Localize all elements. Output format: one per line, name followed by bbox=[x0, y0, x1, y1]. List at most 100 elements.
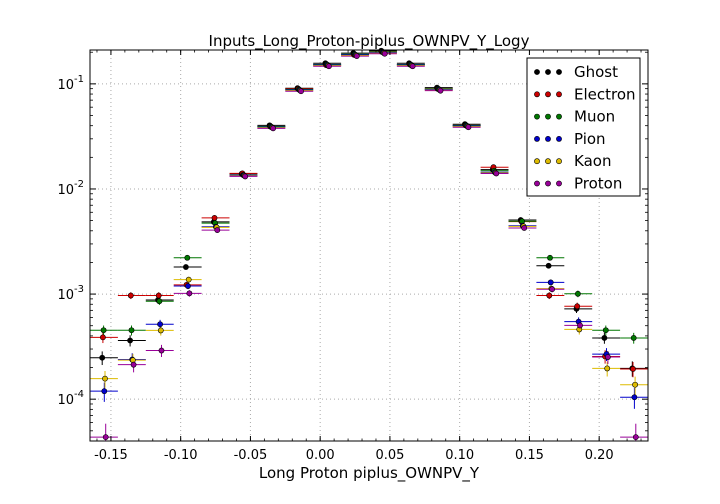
data-point-muon bbox=[575, 290, 581, 297]
legend: Ghost Electron Muon Pion Kaon Proton bbox=[526, 57, 641, 197]
data-point-pion bbox=[185, 283, 191, 289]
legend-marker bbox=[556, 91, 562, 98]
data-point-ghost bbox=[182, 264, 189, 270]
legend-marker bbox=[534, 135, 540, 142]
legend-label: Kaon bbox=[574, 152, 611, 170]
legend-marker bbox=[534, 180, 540, 187]
legend-marker bbox=[556, 158, 562, 165]
data-point-proton bbox=[353, 53, 360, 59]
legend-marker bbox=[556, 113, 562, 120]
legend-box bbox=[526, 57, 641, 197]
data-point-proton bbox=[158, 347, 165, 354]
data-point-muon bbox=[100, 327, 107, 334]
data-point-proton bbox=[521, 225, 528, 231]
data-point-proton bbox=[381, 50, 388, 57]
data-point-ghost bbox=[127, 337, 134, 344]
data-point-proton bbox=[493, 170, 500, 177]
legend-label: Muon bbox=[574, 108, 615, 126]
data-point-kaon bbox=[604, 365, 611, 372]
data-point-ghost bbox=[601, 335, 608, 341]
data-point-kaon bbox=[185, 276, 192, 283]
data-point-proton bbox=[186, 290, 193, 297]
y-tick-exponent: -3 bbox=[74, 284, 84, 295]
plot-frame bbox=[89, 49, 649, 442]
x-tick-label: 0.15 bbox=[515, 448, 544, 463]
legend-marker bbox=[534, 91, 540, 98]
y-tick-base: 10 bbox=[57, 78, 74, 93]
legend-marker bbox=[556, 69, 562, 75]
x-tick-label: 0.00 bbox=[306, 448, 335, 463]
data-point-proton bbox=[632, 434, 639, 441]
data-point-proton bbox=[409, 63, 416, 70]
x-tick-label: 0.05 bbox=[375, 448, 404, 463]
data-point-muon bbox=[184, 254, 191, 261]
legend-label: Pion bbox=[574, 130, 606, 148]
y-tick-exponent: -1 bbox=[74, 74, 84, 85]
legend-marker bbox=[556, 180, 562, 187]
data-point-kaon bbox=[157, 327, 164, 334]
x-tick-label: -0.05 bbox=[234, 448, 268, 463]
y-tick-label: 10-3 bbox=[57, 284, 84, 303]
data-point-muon bbox=[630, 335, 637, 341]
data-point-ghost bbox=[545, 262, 552, 269]
data-point-electron bbox=[546, 292, 553, 299]
data-point-proton bbox=[605, 354, 611, 360]
data-point-pion bbox=[101, 388, 108, 395]
data-point-muon bbox=[156, 298, 163, 305]
data-point-electron bbox=[100, 334, 106, 341]
data-point-proton bbox=[325, 63, 332, 70]
data-markers bbox=[99, 47, 639, 441]
legend-marker bbox=[545, 91, 551, 98]
data-point-proton bbox=[298, 88, 304, 95]
x-axis-label: Long Proton piplus_OWNPV_Y bbox=[259, 464, 480, 483]
data-point-proton bbox=[270, 125, 276, 132]
legend-label: Proton bbox=[574, 175, 622, 193]
data-point-proton bbox=[130, 361, 137, 368]
data-point-electron bbox=[127, 292, 134, 299]
y-tick-label: 10-4 bbox=[57, 389, 84, 408]
data-point-proton bbox=[242, 173, 249, 180]
y-tick-label: 10-1 bbox=[57, 74, 84, 93]
legend-label: Ghost bbox=[574, 63, 618, 81]
data-point-electron bbox=[630, 366, 636, 372]
data-point-proton bbox=[437, 87, 444, 94]
data-point-muon bbox=[602, 327, 609, 334]
x-tick-label: 0.10 bbox=[445, 448, 474, 463]
data-point-electron bbox=[574, 303, 581, 310]
legend-marker bbox=[556, 135, 562, 142]
data-point-electron bbox=[211, 215, 218, 221]
legend-label: Electron bbox=[574, 85, 636, 103]
x-tick-label: 0.20 bbox=[585, 448, 614, 463]
y-tick-base: 10 bbox=[57, 288, 74, 303]
data-point-pion bbox=[157, 321, 163, 328]
legend-marker bbox=[545, 135, 551, 142]
data-point-ghost bbox=[99, 354, 106, 361]
data-point-proton bbox=[549, 286, 555, 293]
data-point-pion bbox=[547, 279, 554, 286]
chart-title: Inputs_Long_Proton-piplus_OWNPV_Y_Logy bbox=[209, 32, 530, 51]
data-point-electron bbox=[155, 292, 162, 299]
legend-marker bbox=[545, 69, 551, 75]
y-tick-base: 10 bbox=[57, 183, 74, 198]
data-point-pion bbox=[631, 394, 638, 401]
y-tick-label: 10-2 bbox=[57, 179, 84, 198]
data-point-kaon bbox=[102, 375, 108, 382]
data-point-kaon bbox=[632, 381, 638, 388]
legend-marker bbox=[534, 113, 540, 120]
data-point-muon bbox=[128, 327, 135, 334]
legend-marker bbox=[545, 158, 551, 165]
x-tick-label: -0.10 bbox=[164, 448, 198, 463]
y-tick-base: 10 bbox=[57, 393, 74, 408]
y-tick-exponent: -2 bbox=[74, 179, 84, 190]
data-point-proton bbox=[465, 124, 472, 131]
y-tick-exponent: -4 bbox=[74, 389, 84, 400]
axis-ticks: -0.15 -0.10 -0.05 0.00 0.05 0.10 0.15 0.2010-41… bbox=[57, 50, 648, 463]
legend-marker bbox=[545, 180, 551, 187]
legend-marker bbox=[545, 113, 551, 120]
legend-marker bbox=[534, 69, 540, 75]
x-tick-label: -0.15 bbox=[94, 448, 128, 463]
data-point-proton bbox=[102, 434, 109, 441]
data-point-proton bbox=[577, 322, 583, 329]
